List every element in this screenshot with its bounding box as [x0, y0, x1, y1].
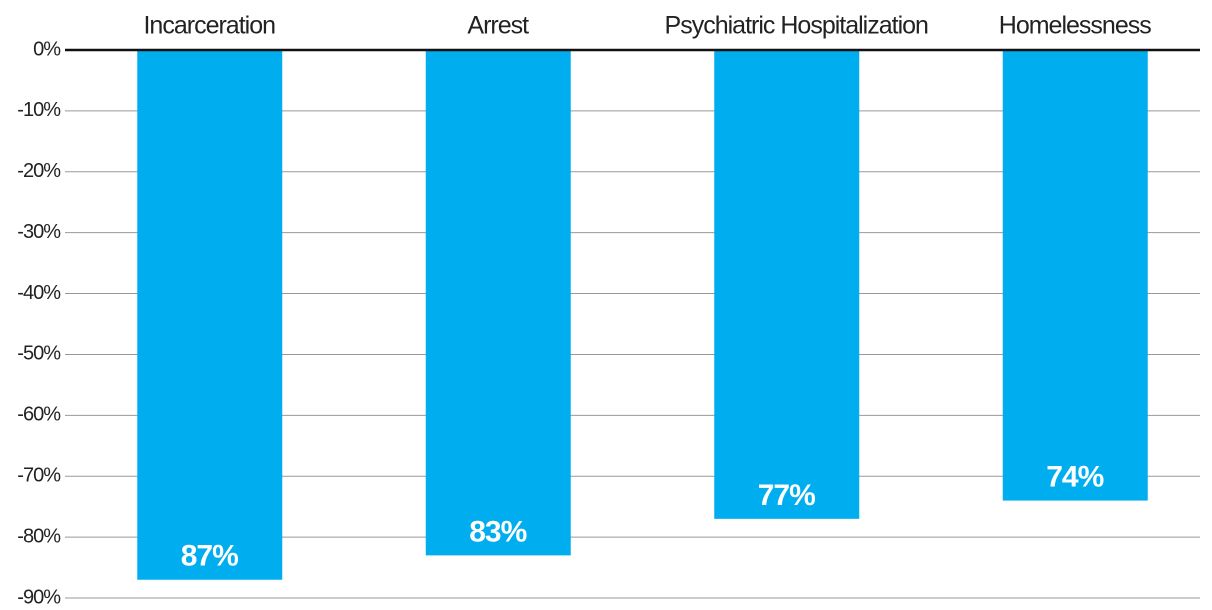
y-tick-label: -40%	[17, 282, 61, 304]
value-label: 87%	[181, 540, 238, 573]
y-tick-label: -20%	[17, 160, 61, 182]
x-tick-label: Psychiatric Hospitalization	[665, 12, 928, 40]
y-tick-label: -10%	[17, 99, 61, 121]
bar	[1002, 50, 1148, 501]
y-tick-label: -70%	[17, 465, 61, 487]
y-tick-label: -30%	[17, 221, 61, 243]
bar	[137, 50, 283, 580]
value-label: 77%	[758, 479, 815, 512]
y-tick-label: -50%	[17, 343, 61, 365]
y-tick-label: -80%	[17, 525, 61, 547]
value-label: 83%	[469, 515, 526, 548]
x-tick-label: Homelessness	[999, 12, 1151, 40]
bar	[714, 50, 860, 519]
x-tick-label: Incarceration	[143, 12, 275, 40]
value-label: 74%	[1046, 460, 1103, 493]
y-tick-label: -90%	[17, 586, 61, 608]
x-tick-label: Arrest	[467, 12, 529, 40]
bar	[425, 50, 571, 556]
y-tick-label: -60%	[17, 404, 61, 426]
y-tick-label: 0%	[33, 38, 61, 60]
